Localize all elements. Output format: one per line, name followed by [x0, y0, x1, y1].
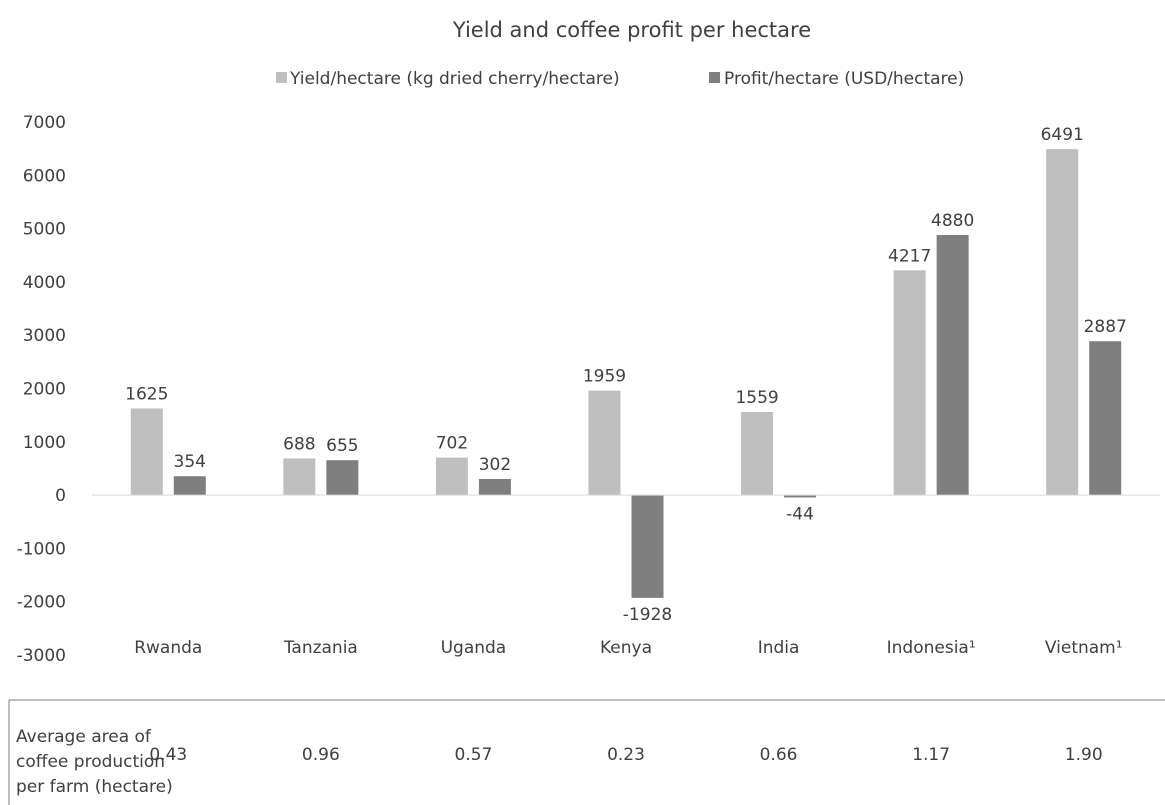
legend-swatch-yield — [276, 72, 287, 83]
data-label-profit-4: -44 — [786, 504, 814, 524]
y-tick-label: 4000 — [23, 273, 66, 293]
table-border — [8, 699, 1165, 805]
data-label-yield-1: 688 — [283, 434, 315, 454]
data-label-profit-0: 354 — [174, 452, 206, 472]
table-value-4: 0.66 — [760, 745, 798, 765]
data-label-profit-6: 2887 — [1084, 317, 1127, 337]
data-label-yield-2: 702 — [436, 434, 468, 454]
legend-label-yield: Yield/hectare (kg dried cherry/hectare) — [289, 69, 620, 89]
bar-yield-5 — [893, 270, 926, 496]
data-label-profit-3: -1928 — [623, 605, 672, 625]
bar-profit-4 — [784, 495, 817, 498]
data-label-profit-2: 302 — [479, 455, 511, 475]
bar-profit-3 — [631, 495, 664, 598]
y-tick-label: 3000 — [23, 326, 66, 346]
bar-profit-5 — [936, 234, 969, 496]
bar-yield-0 — [130, 408, 163, 496]
category-label-0: Rwanda — [134, 638, 202, 658]
table-row-label-line-2: coffee production — [16, 752, 165, 772]
category-label-3: Kenya — [600, 638, 652, 658]
bar-yield-3 — [588, 390, 621, 496]
data-label-yield-3: 1959 — [583, 367, 626, 387]
table-values: 0.43 0.96 0.57 0.23 0.66 1.17 1.90 — [149, 745, 1102, 765]
data-label-yield-0: 1625 — [125, 384, 168, 404]
legend: Yield/hectare (kg dried cherry/hectare) … — [276, 69, 964, 89]
bar-yield-2 — [435, 457, 468, 496]
bars — [130, 149, 1122, 598]
y-tick-label: 5000 — [23, 220, 66, 240]
bar-profit-2 — [478, 479, 511, 496]
table-row-label-line-3: per farm (hectare) — [16, 777, 173, 797]
table-value-5: 1.17 — [912, 745, 950, 765]
chart-title: Yield and coffee profit per hectare — [452, 18, 811, 42]
y-tick-label: -1000 — [17, 539, 66, 559]
y-tick-label: 7000 — [23, 113, 66, 133]
category-label-6: Vietnam¹ — [1045, 638, 1123, 658]
y-tick-label: 2000 — [23, 380, 66, 400]
table-value-2: 0.57 — [454, 745, 492, 765]
bar-yield-1 — [283, 458, 316, 496]
y-axis: 7000 6000 5000 4000 3000 2000 1000 0 -1000 -2000 -… — [17, 113, 66, 666]
data-label-profit-5: 4880 — [931, 211, 974, 231]
category-label-5: Indonesia¹ — [887, 638, 976, 658]
category-labels: Rwanda Tanzania Uganda Kenya India Indonesia¹… — [134, 638, 1122, 658]
y-tick-label: -2000 — [17, 593, 66, 613]
bar-profit-6 — [1089, 341, 1122, 496]
area-table: Average area of coffee production per fa… — [8, 699, 1165, 805]
category-label-2: Uganda — [441, 638, 507, 658]
table-value-6: 1.90 — [1065, 745, 1103, 765]
data-labels: 1625 688 702 1959 1559 4217 6491 354 655 302 -1928… — [125, 125, 1127, 625]
y-tick-label: 1000 — [23, 433, 66, 453]
data-label-yield-4: 1559 — [735, 388, 778, 408]
data-label-yield-6: 6491 — [1041, 125, 1084, 145]
category-label-1: Tanzania — [283, 638, 358, 658]
data-label-profit-1: 655 — [326, 436, 358, 456]
data-label-yield-5: 4217 — [888, 246, 931, 266]
table-value-0: 0.43 — [149, 745, 187, 765]
bar-profit-1 — [326, 460, 359, 496]
table-value-3: 0.23 — [607, 745, 645, 765]
bar-profit-0 — [173, 476, 206, 496]
category-label-4: India — [758, 638, 800, 658]
legend-swatch-profit — [709, 72, 720, 83]
legend-label-profit: Profit/hectare (USD/hectare) — [724, 69, 964, 89]
bar-yield-6 — [1046, 149, 1079, 496]
y-tick-label: 6000 — [23, 166, 66, 186]
table-value-1: 0.96 — [302, 745, 340, 765]
bar-yield-4 — [741, 412, 774, 496]
table-row-label-line-1: Average area of — [16, 727, 152, 747]
y-tick-label: 0 — [55, 486, 66, 506]
y-tick-label: -3000 — [17, 646, 66, 666]
